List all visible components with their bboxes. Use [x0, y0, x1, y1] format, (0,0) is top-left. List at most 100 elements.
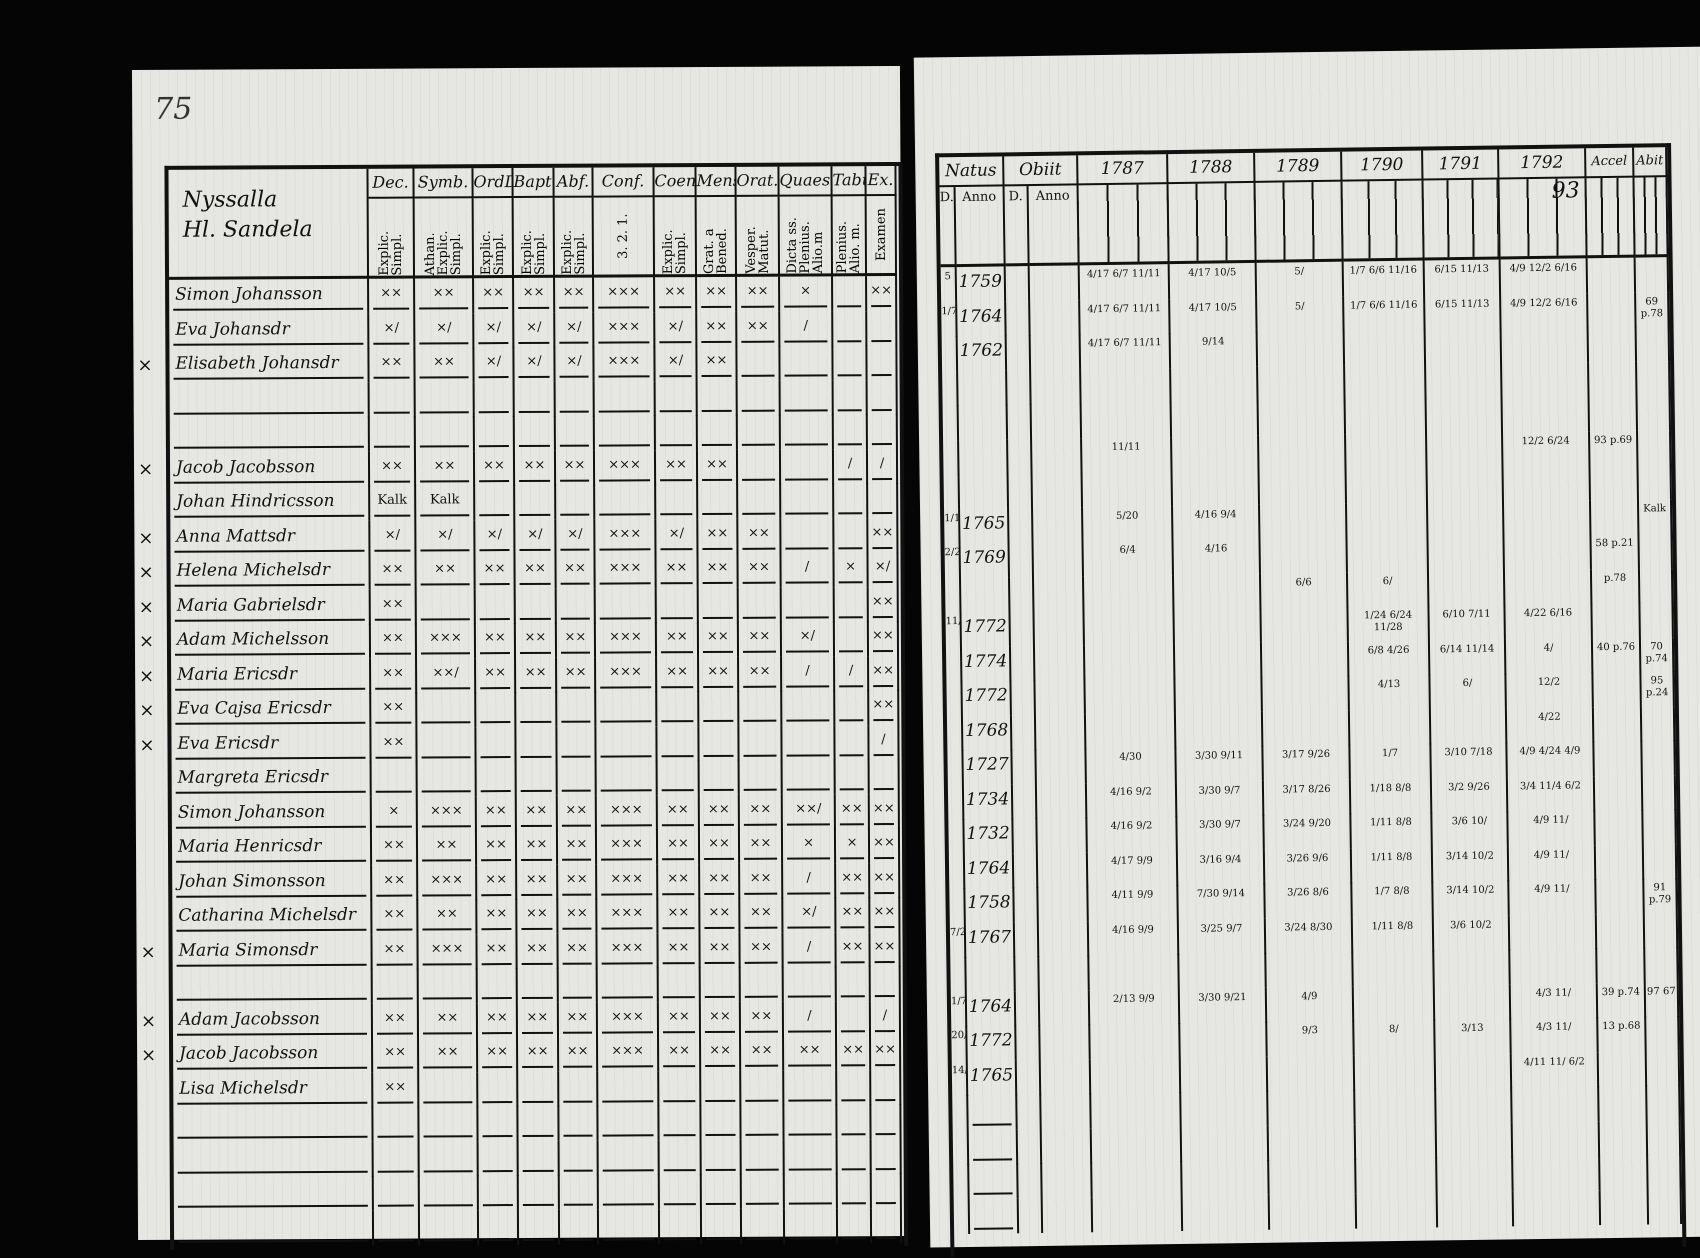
underline: [743, 719, 777, 722]
abit-entry: [1647, 1085, 1681, 1121]
exam-mark: ××: [564, 560, 586, 576]
accel-entry: 13 p.68: [1598, 1016, 1647, 1053]
abit-entry: 91 p.79: [1644, 878, 1678, 914]
exam-mark-cell: ×××: [597, 932, 659, 969]
natus-anno: [960, 576, 1011, 613]
underline: [520, 789, 552, 792]
exam-mark-cell: ××: [700, 1001, 742, 1037]
exam-mark-cell: ×××: [594, 449, 657, 486]
exam-mark-cell: ×: [835, 828, 871, 864]
underline: [871, 305, 892, 308]
underline: [419, 410, 469, 414]
exam-mark-cell: [871, 1138, 902, 1174]
year-entry: 4/17 6/7 11/11: [1079, 264, 1171, 301]
register-row: [173, 1207, 904, 1247]
year-entry: 1/7: [1350, 743, 1432, 780]
natus-anno: 1772: [961, 611, 1011, 648]
underline: [423, 1100, 473, 1104]
underline: [482, 1169, 513, 1172]
exam-mark: ××: [382, 734, 405, 750]
person-name-text: Maria Ericsdr: [177, 663, 298, 685]
column-subheader: Explic. Simpl.: [519, 230, 548, 275]
year-entry: 4/11 9/9: [1088, 885, 1179, 922]
natus-anno: 1769: [960, 542, 1010, 579]
column-header: Tabul.: [832, 166, 867, 197]
underline: [175, 825, 366, 829]
obiit-cell: [1013, 817, 1038, 854]
exam-mark-cell: Kalk: [416, 485, 476, 521]
year-entry: [1356, 1191, 1439, 1229]
year-entry: [1345, 364, 1427, 401]
exam-mark-cell: [738, 587, 782, 623]
exam-mark-cell: ××: [369, 278, 416, 314]
exam-mark-cell: [737, 414, 781, 450]
natus-anno: [968, 1128, 1019, 1165]
exam-mark: ××: [706, 628, 729, 645]
underline: [559, 341, 589, 344]
year-column-header: Accel: [1586, 147, 1635, 179]
exam-mark-cell: [867, 310, 898, 346]
underline: [173, 307, 364, 311]
year-entry: 1/7 8/8: [1352, 881, 1434, 918]
underline: [838, 650, 864, 653]
exam-mark-cell: [699, 725, 740, 761]
underline: [420, 514, 470, 517]
year-entry: 3/2 9/26: [1431, 776, 1509, 813]
underline: [701, 374, 732, 378]
exam-mark-cell: [784, 1104, 838, 1140]
underline: [423, 1066, 473, 1069]
exam-mark: ××: [841, 938, 864, 954]
right-page: Natus Obiit 1787 1788 1789 1790 1791 1792 Accel A…: [913, 46, 1700, 1258]
exam-mark-cell: [556, 588, 596, 624]
natus-d: [948, 819, 965, 855]
exam-mark: ××: [706, 559, 729, 576]
exam-mark-cell: [559, 1140, 599, 1176]
register-row: [173, 1104, 903, 1143]
exam-mark-cell: ××: [740, 897, 784, 933]
exam-mark: ×/: [485, 354, 502, 370]
exam-mark-cell: ××: [868, 517, 899, 553]
exam-mark: ×: [845, 559, 857, 575]
underline: [744, 926, 778, 929]
underline: [872, 546, 893, 549]
underline: [744, 995, 778, 998]
underline: [784, 408, 828, 412]
year-entry: [1081, 367, 1172, 404]
exam-mark-cell: [598, 1139, 660, 1176]
underline: [664, 1237, 697, 1240]
exam-mark: ×/: [667, 318, 683, 334]
year-entry: [1435, 1052, 1513, 1089]
abit-entry: [1636, 326, 1671, 362]
underline: [519, 582, 551, 585]
natus-d: 11/20: [945, 612, 962, 648]
exam-mark-cell: ××: [740, 1001, 785, 1037]
year-entry: [1174, 642, 1263, 679]
exam-mark-cell: [598, 1208, 661, 1245]
year-column-header: Obiit: [1004, 155, 1079, 187]
right-register-table: Natus Obiit 1787 1788 1789 1790 1791 1792 Accel A…: [935, 143, 1687, 1258]
register-row: Maria Henricsdr ×× ×× ×× ×× ×× ××× ×× ×× ×× × × ××: [171, 828, 902, 867]
underline: [704, 857, 735, 861]
exam-mark-cell: ×/: [514, 346, 556, 383]
natus-d: [948, 853, 966, 889]
underline: [601, 858, 653, 861]
exam-mark-cell: ××: [658, 898, 701, 934]
person-name: Eva Cajsa Ericsdr: [171, 692, 372, 729]
exam-mark-cell: ××: [517, 898, 559, 935]
accel-entry: [1589, 361, 1638, 397]
register-row: Eva Johansdr ×/×/×/×/×/××× ×/×× ×× /: [169, 310, 899, 350]
underline: [662, 1030, 695, 1033]
underline: [840, 926, 865, 929]
underline: [522, 1065, 554, 1068]
exam-mark-cell: ××: [518, 1036, 560, 1073]
column-header: Abf.: [554, 167, 594, 198]
exam-mark: ××/: [432, 664, 459, 680]
column-subheader: Examen: [873, 208, 889, 262]
exam-mark-cell: [782, 759, 836, 795]
exam-mark-cell: [594, 415, 656, 451]
exam-mark-cell: [417, 761, 477, 797]
obiit-cell: [1018, 1197, 1044, 1233]
year-entry: [1355, 1088, 1437, 1125]
person-name-text: Jacob Jacobsson: [179, 1043, 319, 1064]
underline: [659, 306, 692, 309]
